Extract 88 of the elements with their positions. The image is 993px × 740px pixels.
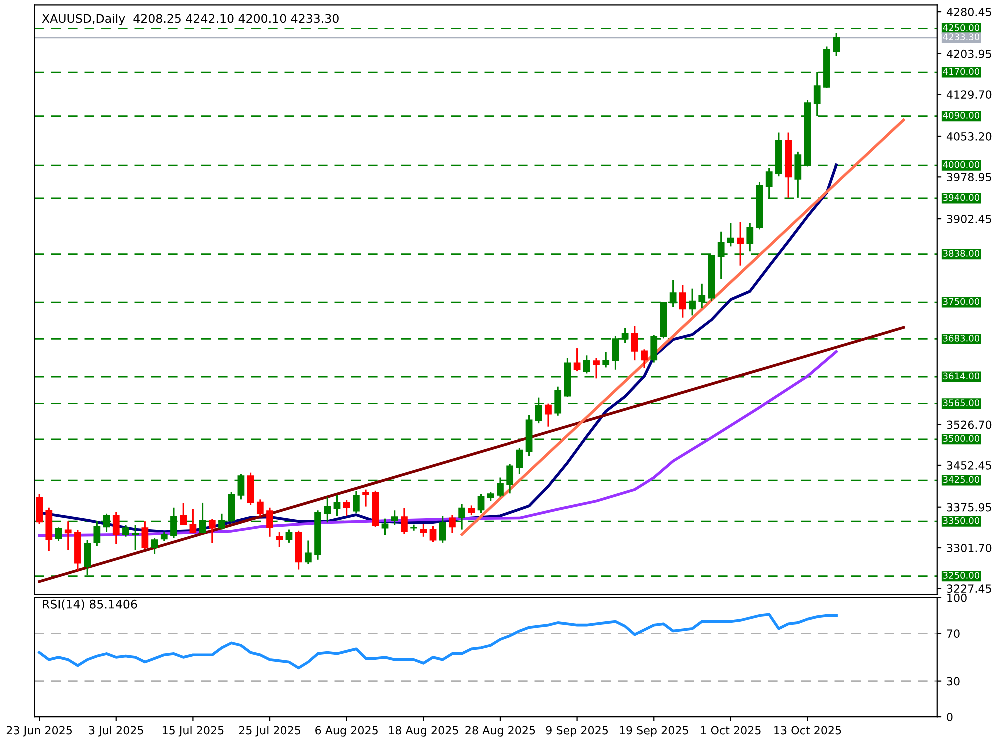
candlestick bbox=[487, 491, 494, 502]
candlestick bbox=[132, 524, 140, 551]
ref-line-label: 3350.00 bbox=[943, 517, 980, 524]
x-tick-label: 23 Jun 2025 bbox=[6, 726, 72, 737]
candlestick bbox=[334, 494, 341, 517]
candlestick bbox=[478, 493, 485, 514]
y-tick-label: 4129.70 bbox=[946, 90, 992, 99]
ref-line-label: 3750.00 bbox=[943, 298, 980, 306]
y-tick-label: 3301.70 bbox=[947, 544, 992, 552]
candlestick bbox=[401, 508, 408, 535]
candlestick bbox=[728, 222, 734, 248]
candlestick bbox=[602, 352, 610, 368]
candlestick bbox=[64, 520, 72, 551]
candlestick bbox=[256, 498, 264, 518]
ref-line-label: 3614.00 bbox=[943, 372, 980, 380]
ref-line-label: 4250.00 bbox=[943, 24, 980, 32]
candlestick bbox=[190, 508, 197, 534]
line-series bbox=[38, 613, 838, 670]
candlestick bbox=[737, 221, 744, 267]
candlestick bbox=[180, 502, 188, 526]
candlestick bbox=[343, 499, 350, 517]
candlestick bbox=[468, 504, 476, 516]
candlestick bbox=[420, 524, 428, 538]
y-tick-label: 4203.95 bbox=[946, 50, 992, 58]
y-tick-label: 4053.20 bbox=[946, 132, 992, 141]
candlestick bbox=[353, 490, 360, 514]
candlestick bbox=[833, 32, 840, 57]
y-tick-label: 3375.95 bbox=[947, 503, 992, 512]
ref-line-label: 3683.00 bbox=[943, 335, 980, 342]
ref-line-label: 3250.00 bbox=[943, 572, 980, 579]
ref-line-label: 3425.00 bbox=[943, 476, 980, 484]
y-tick-label: 0 bbox=[947, 713, 953, 722]
y-tick-label: 30 bbox=[947, 677, 960, 686]
x-tick-label: 15 Jul 2025 bbox=[162, 726, 224, 737]
candlestick bbox=[266, 507, 274, 538]
x-tick-label: 25 Jul 2025 bbox=[239, 726, 300, 737]
candlestick bbox=[449, 514, 456, 534]
y-tick-label: 3526.70 bbox=[947, 420, 992, 430]
x-tick-label: 28 Aug 2025 bbox=[466, 726, 536, 737]
x-tick-label: 3 Jul 2025 bbox=[89, 726, 144, 737]
chart-title: RSI(14) 85.1406 bbox=[43, 600, 138, 610]
candlestick bbox=[631, 325, 638, 362]
y-tick-label: 3902.45 bbox=[947, 215, 992, 224]
candlestick bbox=[391, 510, 398, 526]
x-tick-label: 19 Sep 2025 bbox=[620, 726, 688, 737]
ref-line-label: 4090.00 bbox=[943, 112, 980, 119]
y-tick-label: 3227.45 bbox=[947, 584, 992, 594]
candlestick bbox=[746, 222, 754, 252]
ref-line-label: 4233.30 bbox=[943, 34, 980, 40]
candlestick bbox=[583, 354, 590, 374]
candlestick bbox=[94, 520, 101, 547]
candlestick bbox=[679, 284, 686, 319]
x-tick-label: 1 Oct 2025 bbox=[701, 726, 761, 735]
candlestick bbox=[516, 447, 524, 476]
ref-line-label: 3940.00 bbox=[943, 194, 980, 202]
y-tick-label: 4280.45 bbox=[946, 8, 992, 16]
candlestick bbox=[439, 515, 446, 544]
candlestick bbox=[430, 526, 437, 544]
candlestick bbox=[55, 526, 62, 542]
ref-line-label: 3838.00 bbox=[943, 250, 980, 257]
line-series bbox=[38, 350, 838, 538]
candlestick bbox=[142, 520, 149, 550]
x-tick-label: 13 Oct 2025 bbox=[774, 726, 842, 735]
candlestick bbox=[122, 524, 130, 538]
text: XAUUSD,Daily 4208.25 4242.10 4200.10 4233.30 bbox=[42, 14, 339, 26]
candlestick bbox=[151, 537, 158, 556]
ref-line-label: 4170.00 bbox=[943, 68, 980, 76]
x-tick-label: 6 Aug 2025 bbox=[316, 726, 378, 737]
candlestick bbox=[593, 358, 600, 380]
ref-line-label: 3565.00 bbox=[943, 400, 980, 406]
ref-line-label: 3500.00 bbox=[943, 435, 980, 442]
y-tick-label: 3452.45 bbox=[947, 461, 992, 470]
candlestick bbox=[324, 496, 332, 524]
x-tick-label: 18 Aug 2025 bbox=[389, 726, 458, 737]
candlestick bbox=[545, 403, 552, 428]
y-tick-label: 3978.95 bbox=[947, 173, 992, 182]
x-tick-label: 9 Sep 2025 bbox=[546, 726, 608, 737]
candlestick bbox=[112, 512, 120, 545]
candlestick bbox=[304, 540, 312, 566]
candlestick bbox=[641, 348, 648, 370]
candlestick bbox=[574, 348, 581, 372]
candlestick bbox=[208, 518, 216, 544]
y-tick-label: 70 bbox=[947, 630, 960, 638]
candlestick bbox=[286, 529, 293, 544]
y-tick-label: 100 bbox=[948, 594, 967, 602]
candlestick bbox=[362, 489, 370, 508]
candlestick bbox=[276, 532, 284, 548]
ref-line-label: 4000.00 bbox=[943, 161, 980, 168]
